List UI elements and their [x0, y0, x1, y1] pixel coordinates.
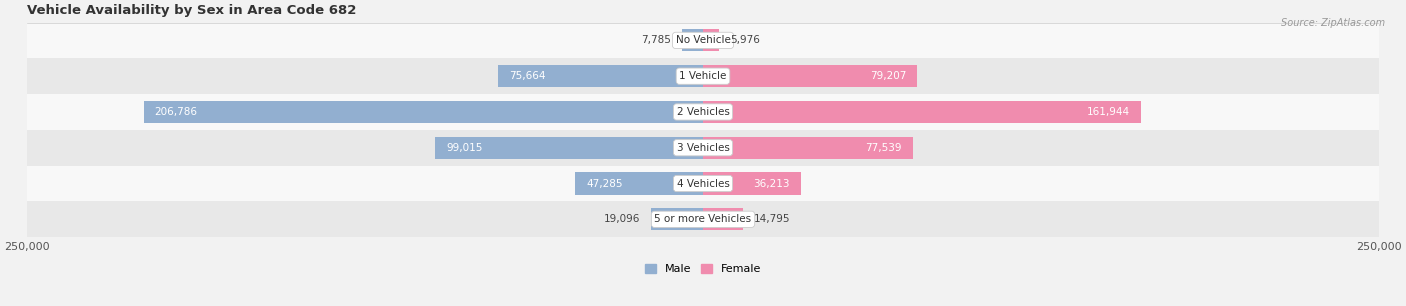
Text: 19,096: 19,096	[605, 214, 641, 224]
Bar	[703, 29, 718, 51]
Text: 161,944: 161,944	[1087, 107, 1130, 117]
Text: 36,213: 36,213	[754, 178, 790, 188]
Bar	[703, 208, 742, 230]
Bar	[436, 137, 703, 159]
Bar	[703, 65, 917, 87]
Bar	[143, 101, 703, 123]
Legend: Male, Female: Male, Female	[641, 259, 765, 279]
Text: 7,785: 7,785	[641, 35, 671, 45]
Text: 5 or more Vehicles: 5 or more Vehicles	[654, 214, 752, 224]
Bar	[27, 166, 1379, 201]
Text: 79,207: 79,207	[870, 71, 907, 81]
Bar	[27, 94, 1379, 130]
Text: 47,285: 47,285	[586, 178, 623, 188]
Bar	[575, 172, 703, 195]
Text: 75,664: 75,664	[509, 71, 546, 81]
Text: 14,795: 14,795	[754, 214, 790, 224]
Text: 206,786: 206,786	[155, 107, 198, 117]
Text: 3 Vehicles: 3 Vehicles	[676, 143, 730, 153]
Text: 5,976: 5,976	[730, 35, 759, 45]
Bar	[703, 101, 1140, 123]
Bar	[27, 23, 1379, 58]
Text: 1 Vehicle: 1 Vehicle	[679, 71, 727, 81]
Text: Vehicle Availability by Sex in Area Code 682: Vehicle Availability by Sex in Area Code…	[27, 4, 356, 17]
Text: No Vehicle: No Vehicle	[675, 35, 731, 45]
Bar	[27, 130, 1379, 166]
Bar	[703, 137, 912, 159]
Text: 77,539: 77,539	[865, 143, 901, 153]
Bar	[27, 58, 1379, 94]
Bar	[651, 208, 703, 230]
Bar	[682, 29, 703, 51]
Text: 99,015: 99,015	[446, 143, 482, 153]
Text: 4 Vehicles: 4 Vehicles	[676, 178, 730, 188]
Text: Source: ZipAtlas.com: Source: ZipAtlas.com	[1281, 18, 1385, 28]
Bar	[703, 172, 801, 195]
Bar	[498, 65, 703, 87]
Text: 2 Vehicles: 2 Vehicles	[676, 107, 730, 117]
Bar	[27, 201, 1379, 237]
